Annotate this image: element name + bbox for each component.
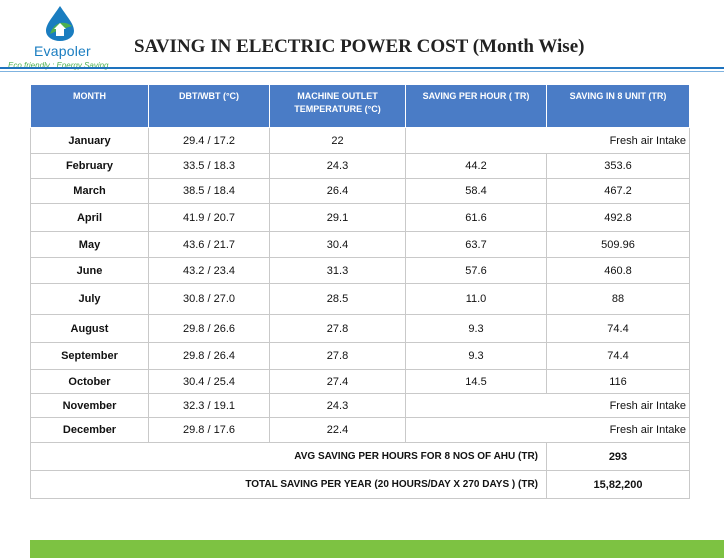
summary-value: 293 (546, 442, 690, 471)
savings-table: MONTH DBT/WBT (°C) MACHINE OUTLET TEMPER… (30, 84, 690, 499)
saving-per-hour-cell: 63.7 (405, 231, 547, 258)
dbt-wbt-cell: 41.9 / 20.7 (148, 203, 270, 232)
table-row: August 29.8 / 26.6 27.8 9.3 74.4 (30, 314, 690, 343)
saving-per-hour-cell: 11.0 (405, 283, 547, 315)
dbt-wbt-cell: 29.4 / 17.2 (148, 127, 270, 154)
table-row: April 41.9 / 20.7 29.1 61.6 492.8 (30, 203, 690, 232)
summary-row: AVG SAVING PER HOURS FOR 8 NOS OF AHU (T… (30, 442, 690, 471)
saving-8-unit-cell: 467.2 (546, 178, 690, 204)
saving-8-unit-cell: 460.8 (546, 257, 690, 284)
fresh-air-note: Fresh air Intake (405, 127, 690, 154)
header-saving-8-unit: SAVING IN 8 UNIT (TR) (546, 84, 690, 128)
table-header-row: MONTH DBT/WBT (°C) MACHINE OUTLET TEMPER… (30, 84, 690, 128)
header-rule (0, 67, 724, 69)
summary-label: TOTAL SAVING PER YEAR (20 HOURS/DAY X 27… (30, 470, 547, 499)
outlet-temp-cell: 28.5 (269, 283, 406, 315)
logo-tagline: Eco friendly : Energy Saving (8, 61, 109, 70)
fresh-air-note: Fresh air Intake (405, 393, 690, 418)
outlet-temp-cell: 22 (269, 127, 406, 154)
saving-8-unit-cell: 74.4 (546, 342, 690, 370)
saving-per-hour-cell: 9.3 (405, 314, 547, 343)
table-row: February 33.5 / 18.3 24.3 44.2 353.6 (30, 153, 690, 179)
dbt-wbt-cell: 43.6 / 21.7 (148, 231, 270, 258)
outlet-temp-cell: 27.8 (269, 342, 406, 370)
table-row: December 29.8 / 17.6 22.4 Fresh air Intake (30, 417, 690, 443)
dbt-wbt-cell: 30.8 / 27.0 (148, 283, 270, 315)
evapoler-logo: Evapoler Eco friendly : Energy Saving (6, 4, 116, 70)
table-body: January 29.4 / 17.2 22 Fresh air Intake Febr… (30, 127, 690, 499)
month-cell: February (30, 153, 149, 179)
dbt-wbt-cell: 29.8 / 17.6 (148, 417, 270, 443)
outlet-temp-cell: 26.4 (269, 178, 406, 204)
dbt-wbt-cell: 30.4 / 25.4 (148, 369, 270, 394)
water-drop-leaf-icon (46, 6, 74, 41)
month-cell: March (30, 178, 149, 204)
table-row: May 43.6 / 21.7 30.4 63.7 509.96 (30, 231, 690, 258)
month-cell: May (30, 231, 149, 258)
footer-bar (30, 540, 724, 558)
saving-8-unit-cell: 353.6 (546, 153, 690, 179)
saving-per-hour-cell: 44.2 (405, 153, 547, 179)
outlet-temp-cell: 22.4 (269, 417, 406, 443)
logo-name: Evapoler (34, 43, 91, 59)
table-row: January 29.4 / 17.2 22 Fresh air Intake (30, 127, 690, 154)
outlet-temp-cell: 24.3 (269, 393, 406, 418)
month-cell: December (30, 417, 149, 443)
header-dbt-wbt: DBT/WBT (°C) (148, 84, 270, 128)
month-cell: July (30, 283, 149, 315)
table-row: July 30.8 / 27.0 28.5 11.0 88 (30, 283, 690, 315)
outlet-temp-cell: 31.3 (269, 257, 406, 284)
month-cell: November (30, 393, 149, 418)
header-month: MONTH (30, 84, 149, 128)
summary-row: TOTAL SAVING PER YEAR (20 HOURS/DAY X 27… (30, 470, 690, 499)
saving-8-unit-cell: 88 (546, 283, 690, 315)
dbt-wbt-cell: 38.5 / 18.4 (148, 178, 270, 204)
dbt-wbt-cell: 32.3 / 19.1 (148, 393, 270, 418)
month-cell: August (30, 314, 149, 343)
table-row: June 43.2 / 23.4 31.3 57.6 460.8 (30, 257, 690, 284)
header-saving-per-hour: SAVING PER HOUR ( TR) (405, 84, 547, 128)
month-cell: September (30, 342, 149, 370)
table-row: September 29.8 / 26.4 27.8 9.3 74.4 (30, 342, 690, 370)
table-row: March 38.5 / 18.4 26.4 58.4 467.2 (30, 178, 690, 204)
month-cell: April (30, 203, 149, 232)
outlet-temp-cell: 29.1 (269, 203, 406, 232)
outlet-temp-cell: 27.8 (269, 314, 406, 343)
table-row: November 32.3 / 19.1 24.3 Fresh air Intake (30, 393, 690, 418)
saving-per-hour-cell: 57.6 (405, 257, 547, 284)
summary-value: 15,82,200 (546, 470, 690, 499)
month-cell: January (30, 127, 149, 154)
saving-per-hour-cell: 14.5 (405, 369, 547, 394)
table-row: October 30.4 / 25.4 27.4 14.5 116 (30, 369, 690, 394)
dbt-wbt-cell: 29.8 / 26.6 (148, 314, 270, 343)
outlet-temp-cell: 27.4 (269, 369, 406, 394)
dbt-wbt-cell: 33.5 / 18.3 (148, 153, 270, 179)
page-title: SAVING IN ELECTRIC POWER COST (Month Wis… (134, 36, 585, 57)
saving-8-unit-cell: 74.4 (546, 314, 690, 343)
header-machine-outlet: MACHINE OUTLET TEMPERATURE (°C) (269, 84, 406, 128)
outlet-temp-cell: 30.4 (269, 231, 406, 258)
header-rule-thin (0, 71, 724, 72)
fresh-air-note: Fresh air Intake (405, 417, 690, 443)
saving-8-unit-cell: 509.96 (546, 231, 690, 258)
saving-per-hour-cell: 58.4 (405, 178, 547, 204)
month-cell: June (30, 257, 149, 284)
saving-per-hour-cell: 9.3 (405, 342, 547, 370)
month-cell: October (30, 369, 149, 394)
saving-8-unit-cell: 492.8 (546, 203, 690, 232)
dbt-wbt-cell: 43.2 / 23.4 (148, 257, 270, 284)
dbt-wbt-cell: 29.8 / 26.4 (148, 342, 270, 370)
summary-label: AVG SAVING PER HOURS FOR 8 NOS OF AHU (T… (30, 442, 547, 471)
saving-8-unit-cell: 116 (546, 369, 690, 394)
outlet-temp-cell: 24.3 (269, 153, 406, 179)
saving-per-hour-cell: 61.6 (405, 203, 547, 232)
